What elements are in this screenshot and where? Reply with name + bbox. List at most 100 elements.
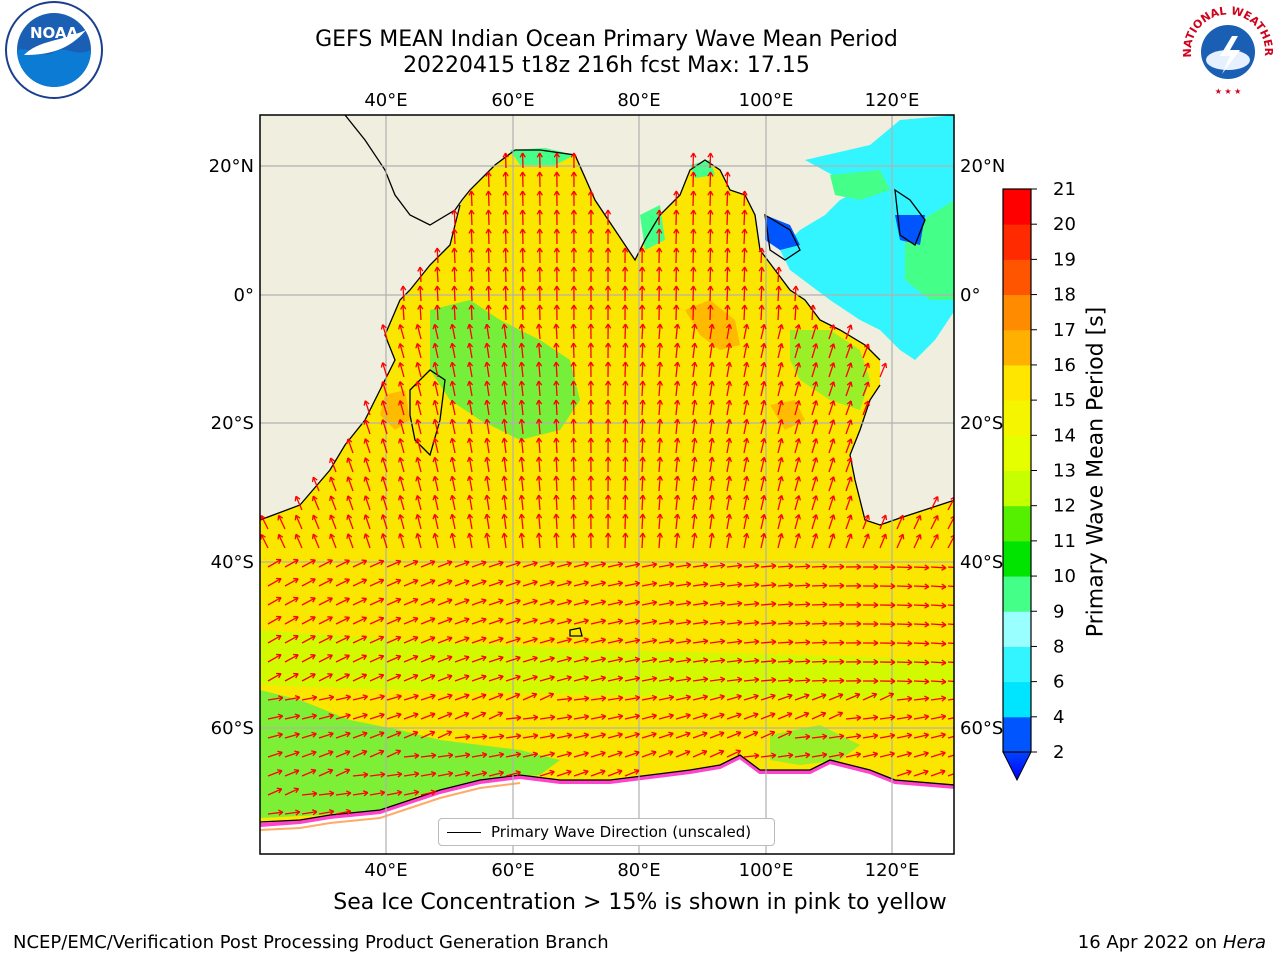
wave-arrow [777,324,783,340]
wave-arrow [777,712,793,720]
wave-arrow-head [412,673,419,680]
wave-arrow-head [468,228,475,234]
wave-arrow-head [464,598,470,605]
wave-arrow-head [502,190,509,196]
wave-arrow [845,693,861,701]
wave-arrow [913,534,921,549]
wave-arrow-head [691,323,698,329]
wave-arrow [453,247,456,264]
wave-arrow [641,714,657,720]
wave-arrow [267,715,283,720]
wave-arrow [403,636,419,644]
wave-arrow [777,343,783,359]
wave-arrow [777,565,794,568]
wave-arrow-head [519,209,526,215]
wave-arrow [845,533,852,549]
wave-arrow [369,617,384,625]
wave-arrow [692,640,708,644]
wave-arrow [454,694,470,701]
wave-arrow-head [846,476,853,482]
wave-arrow-head [327,616,333,622]
wave-arrow-head [380,476,387,482]
wave-arrow [488,675,504,682]
wave-arrow [573,715,589,720]
wave-arrow-head [449,532,456,539]
wave-arrow-head [395,654,402,661]
wave-arrow-head [735,730,742,737]
wave-arrow-head [889,714,896,721]
wave-arrow-head [447,770,454,777]
wave-arrow [709,659,725,663]
svg-text:NOAA: NOAA [30,24,79,42]
wave-arrow-head [327,654,333,660]
wave-arrow-head [566,751,572,758]
wave-arrow-head [777,513,784,520]
wave-arrow-head [363,514,370,520]
wave-arrow-head [719,694,725,701]
wave-arrow-head [329,533,335,540]
wave-arrow-head [514,692,521,699]
wave-arrow-head [702,657,709,664]
wave-arrow [675,438,679,454]
wave-arrow [505,693,521,701]
wave-arrow-head [673,190,680,196]
wave-arrow-head [805,677,811,684]
wave-arrow [794,679,811,682]
wave-arrow-head [329,457,335,464]
colorbar-extend-triangle [1002,751,1032,782]
wave-arrow [538,323,541,340]
wave-arrow-head [570,494,577,500]
wave-arrow [470,304,473,321]
wave-arrow-head [466,532,474,539]
wave-arrow-head [429,654,436,661]
wave-arrow [811,495,817,511]
wave-arrow [538,342,541,359]
wave-arrow [267,559,282,568]
wave-arrow [369,791,385,796]
wave-arrow-head [570,304,578,310]
wave-arrow [539,638,555,644]
wave-arrow-head [933,515,939,521]
wave-arrow-head [889,751,896,758]
wave-arrow-head [535,342,543,348]
wave-arrow-head [587,342,594,348]
wave-arrow [454,772,470,777]
wave-arrow-head [702,562,709,569]
wave-arrow [352,773,368,777]
wave-arrow-head [804,693,810,700]
wave-arrow [335,750,351,758]
wave-arrow [488,637,504,644]
wave-arrow-head [430,789,437,796]
wave-arrow [555,437,558,454]
wave-arrow [399,457,405,473]
wave-arrow [471,771,487,777]
wave-arrow-head [805,658,811,665]
wave-arrow-head [639,513,646,519]
wave-arrow-head [502,285,509,291]
wave-arrow-head [837,711,844,718]
wave-arrow-head [812,438,819,444]
wave-arrow [709,152,712,169]
wave-arrow [726,400,731,416]
wave-arrow-head [846,457,853,463]
wave-arrow [573,752,589,758]
wave-arrow-head [924,564,930,571]
wave-arrow [284,811,300,815]
wave-arrow-head [378,635,385,642]
wave-arrow-head [758,285,765,291]
wave-arrow [386,750,401,758]
wave-arrow-head [532,655,538,662]
wave-arrow-head [805,639,811,646]
wave-arrow-head [434,266,441,272]
wave-arrow-head [957,751,962,756]
wave-arrow-head [812,400,819,406]
wave-arrow [624,532,627,549]
wave-arrow [692,457,696,473]
wave-arrow-head [566,732,573,739]
wave-arrow [301,597,316,606]
wave-arrow-head [777,456,784,463]
wave-arrow-head [958,641,962,646]
wave-arrow-head [812,419,819,425]
wave-arrow-head [907,640,913,647]
wave-arrow [522,716,538,720]
